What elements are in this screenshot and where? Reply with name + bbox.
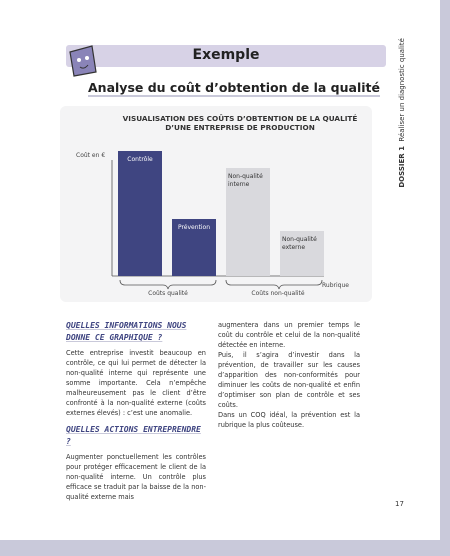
- paragraph: Augmenter ponctuellement les contrôles p…: [66, 453, 206, 501]
- banner-title: Exemple: [192, 47, 260, 63]
- brace: [225, 279, 323, 290]
- group-label: Coûts non-qualité: [251, 290, 305, 297]
- heading: Quelles informations nous donne ce graph…: [66, 321, 187, 342]
- bar-label: Non-qualité interne: [228, 173, 263, 188]
- paragraph: Puis, il s’agira d’investir dans la prév…: [218, 351, 360, 409]
- right-column: augmentera dans un premier temps le coût…: [218, 320, 360, 430]
- bar: [118, 151, 162, 276]
- banner: [66, 45, 386, 67]
- bar-label: Prévention: [177, 224, 211, 231]
- heading: Quelles actions entreprendre ?: [66, 425, 201, 446]
- group-label: Coûts qualité: [148, 290, 188, 297]
- dossier-title: Réaliser un diagnostic qualité: [398, 38, 406, 142]
- paragraph: augmentera dans un premier temps le coût…: [218, 321, 360, 349]
- page-number: 17: [395, 500, 404, 508]
- left-column: Quelles informations nous donne ce graph…: [66, 320, 206, 502]
- x-axis-label: Rubrique: [322, 282, 349, 289]
- chart-title: VISUALISATION DES COÛTS D’OBTENTION DE L…: [122, 114, 358, 132]
- y-axis-label: Coût en €: [76, 152, 106, 159]
- sidebar: DOSSIER 1 Réaliser un diagnostic qualité: [396, 38, 408, 200]
- brace: [119, 279, 217, 290]
- bar-label: Non-qualité externe: [282, 236, 317, 251]
- chart: [111, 151, 324, 290]
- subtitle: Analyse du coût d’obtention de la qualit…: [88, 80, 380, 97]
- page: Exemple Analyse du coût d’obtention de l…: [0, 0, 440, 540]
- paragraph: Cette entreprise investit beaucoup en co…: [66, 349, 206, 417]
- mascot: [69, 45, 97, 77]
- dossier-label: DOSSIER 1: [398, 146, 406, 188]
- bar-label: Contrôle: [127, 156, 153, 163]
- bar: [226, 168, 270, 276]
- paragraph: Dans un COQ idéal, la prévention est la …: [218, 411, 360, 429]
- bar: [280, 231, 324, 276]
- bar: [172, 219, 216, 276]
